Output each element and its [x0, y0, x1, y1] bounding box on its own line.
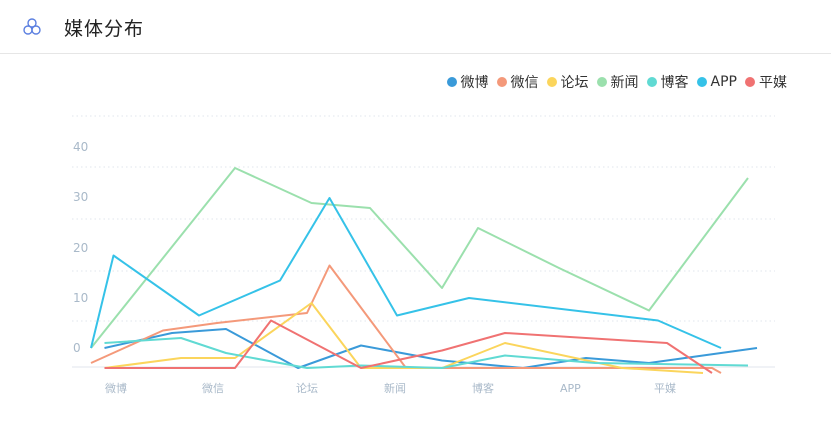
- legend-item[interactable]: 博客: [646, 72, 689, 92]
- legend-label: 微博: [460, 75, 489, 91]
- legend-label: 新闻: [610, 75, 639, 91]
- legend-dot-icon: [446, 77, 457, 87]
- legend-dot-icon: [546, 77, 557, 87]
- y-tick-label: 10: [73, 291, 88, 305]
- y-tick-label: 40: [73, 140, 88, 154]
- x-tick-label: 论坛: [296, 381, 318, 395]
- legend-dot-icon: [745, 77, 755, 87]
- legend-dot-icon: [596, 77, 607, 87]
- series-line-微博[interactable]: [104, 328, 758, 369]
- series-line-新闻[interactable]: [90, 167, 749, 349]
- series-line-微信[interactable]: [90, 264, 722, 374]
- legend-item[interactable]: 新闻: [596, 72, 639, 92]
- series-line-平媒[interactable]: [104, 319, 713, 374]
- legend-label: APP: [710, 74, 737, 90]
- legend-item[interactable]: 微博: [446, 72, 489, 92]
- x-tick-label: 新闻: [384, 381, 406, 395]
- legend-label: 博客: [660, 75, 689, 91]
- chart-legend: 微博 微信 论坛 新闻 博客 APP 平媒: [446, 72, 787, 92]
- x-tick-label: 微博: [105, 381, 127, 395]
- series-line-博客[interactable]: [104, 337, 749, 369]
- legend-dot-icon: [646, 77, 657, 87]
- x-tick-label: APP: [560, 382, 581, 395]
- legend-item[interactable]: 论坛: [546, 72, 589, 92]
- y-tick-label: 30: [73, 190, 88, 204]
- legend-label: 微信: [510, 75, 539, 91]
- panel-header: 媒体分布: [0, 0, 831, 54]
- x-tick-label: 微信: [202, 381, 224, 395]
- y-tick-label: 0: [73, 341, 81, 355]
- series-line-APP[interactable]: [90, 197, 722, 349]
- y-tick-label: 20: [73, 241, 88, 255]
- legend-item[interactable]: APP: [696, 74, 737, 90]
- legend-label: 平媒: [759, 75, 787, 91]
- legend-dot-icon: [696, 77, 707, 87]
- x-tick-label: 博客: [472, 381, 494, 395]
- panel-title: 媒体分布: [64, 18, 145, 40]
- legend-item[interactable]: 平媒: [745, 72, 787, 92]
- x-tick-label: 平媒: [654, 382, 676, 395]
- three-circles-icon: [23, 18, 41, 35]
- legend-label: 论坛: [560, 75, 589, 91]
- legend-item[interactable]: 微信: [496, 72, 539, 92]
- legend-dot-icon: [496, 77, 507, 87]
